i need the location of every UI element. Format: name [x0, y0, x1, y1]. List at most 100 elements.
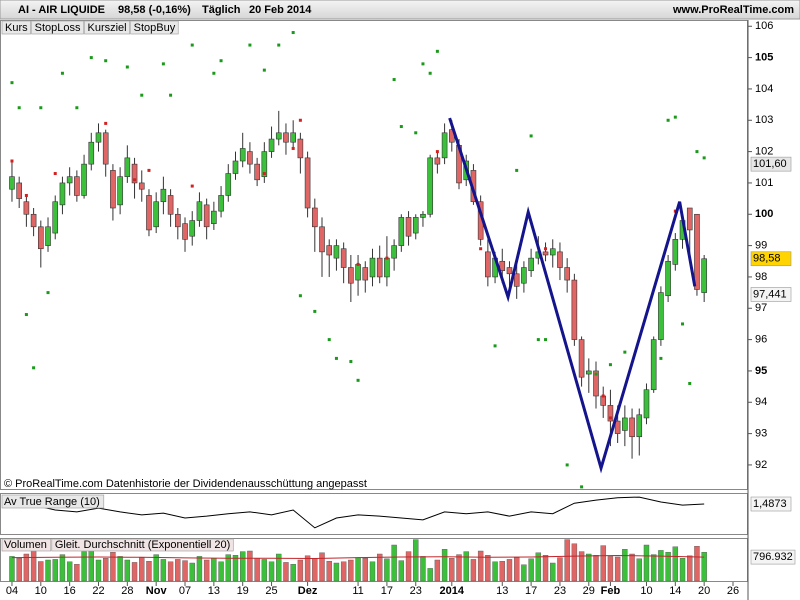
volume-bar — [384, 558, 390, 582]
y-tick-label: 104 — [755, 83, 773, 95]
indicator-dot — [428, 71, 432, 75]
x-tick-label: 13 — [496, 585, 508, 597]
volume-bar — [297, 559, 304, 582]
indicator-dot — [356, 378, 360, 382]
x-tick-label: 20 — [698, 585, 710, 597]
candle-body — [16, 182, 22, 199]
volume-bar — [506, 559, 513, 582]
volume-bar — [81, 551, 87, 582]
volume-bar — [276, 553, 282, 582]
legend-button[interactable] — [84, 20, 130, 35]
volume-bar — [38, 561, 44, 582]
legend-label[interactable]: StopBuy — [134, 22, 176, 34]
indicator-dot — [10, 159, 14, 163]
candle-body — [578, 339, 585, 378]
candle-body — [434, 157, 441, 165]
volume-bar — [492, 561, 498, 582]
symbol: AI - AIR LIQUIDE — [18, 4, 105, 16]
candle-body — [275, 132, 282, 140]
date: 20 Feb 2014 — [249, 4, 312, 16]
candle-body — [412, 217, 419, 234]
volume-bar — [564, 539, 570, 582]
atr-line — [11, 496, 705, 529]
candle-body — [268, 138, 275, 152]
volume-bar — [578, 551, 585, 582]
candle-body — [218, 195, 224, 212]
indicator-dot — [147, 168, 151, 172]
indicator-dot — [544, 338, 548, 342]
candle-body — [312, 207, 318, 228]
price-label-box — [750, 251, 792, 267]
indicator-dot — [298, 294, 302, 298]
candle-body — [658, 292, 664, 340]
candle-body — [549, 248, 556, 256]
indicator-dot — [291, 31, 295, 35]
y-tick-label: 94 — [755, 396, 767, 408]
legend-label[interactable]: StopLoss — [35, 22, 81, 34]
candle-body — [225, 173, 232, 196]
legend-label[interactable]: Kursziel — [88, 22, 127, 34]
legend-button[interactable] — [130, 20, 179, 35]
volume-bar — [304, 555, 311, 582]
indicator-dot — [161, 62, 165, 66]
legend-button[interactable] — [31, 20, 84, 35]
indicator-dot — [536, 338, 540, 342]
volume-bar — [643, 544, 650, 582]
candle-body — [326, 245, 333, 256]
moving-average — [11, 554, 705, 560]
candle-body — [348, 267, 354, 284]
candle-body — [88, 141, 95, 165]
indicator-dot — [277, 43, 281, 47]
header-bar — [0, 0, 800, 20]
indicator-dot — [190, 43, 194, 47]
indicator-dot — [608, 363, 612, 367]
indicator-dot — [666, 118, 670, 122]
candle-body — [247, 151, 253, 165]
volume-bar — [456, 554, 462, 582]
legend-button[interactable] — [1, 20, 31, 35]
candle-body — [239, 148, 246, 162]
indicator-dot — [60, 71, 64, 75]
quote: 98,58 (-0,16%) — [118, 4, 191, 16]
volume-bar — [420, 556, 426, 582]
indicator-dot — [32, 366, 36, 370]
volume-bar — [636, 558, 642, 582]
candle-body — [614, 420, 621, 434]
indicator-dot — [104, 59, 108, 63]
y-tick-label: 96 — [755, 334, 767, 346]
price-label: 98,58 — [753, 253, 781, 265]
indicator-dot — [673, 115, 677, 119]
indicator-dot — [104, 121, 108, 125]
x-tick-label: 25 — [265, 585, 277, 597]
volume-bar — [449, 558, 455, 582]
indicator-dot — [623, 350, 627, 354]
volume-bar — [175, 559, 181, 582]
volume-bar — [593, 555, 599, 582]
candle-body — [333, 245, 340, 259]
candle-body — [232, 160, 239, 174]
indicator-dot — [435, 150, 439, 154]
candle-body — [420, 213, 426, 218]
volume-bar — [650, 554, 657, 582]
candle-body — [283, 132, 289, 143]
legend-label[interactable]: Kurs — [5, 22, 28, 34]
candle-body — [557, 251, 563, 268]
indicator-dot — [212, 71, 216, 75]
candle-body — [593, 370, 599, 397]
volume-bar — [167, 561, 174, 582]
indicator-dot — [515, 168, 519, 172]
candle-body — [59, 182, 66, 206]
value-label: 1,4873 — [753, 498, 787, 510]
volume-bar — [218, 561, 224, 582]
volume-bar — [571, 543, 578, 582]
price-label: 101,60 — [753, 158, 787, 170]
volume-bar — [362, 558, 368, 582]
candle-body — [189, 220, 196, 237]
candle-body — [175, 213, 181, 228]
candle-body — [571, 279, 578, 340]
x-tick-label: 26 — [727, 585, 739, 597]
candle-body — [30, 213, 37, 228]
indicator-dot — [479, 247, 483, 251]
candle-body — [261, 151, 268, 177]
